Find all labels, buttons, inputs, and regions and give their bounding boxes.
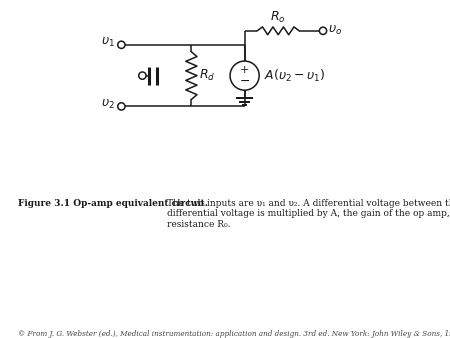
Text: $\upsilon_1$: $\upsilon_1$ <box>101 36 115 49</box>
Text: Figure 3.1 Op-amp equivalent circuit.: Figure 3.1 Op-amp equivalent circuit. <box>18 199 208 208</box>
Text: $R_o$: $R_o$ <box>270 9 286 25</box>
Text: $\upsilon_o$: $\upsilon_o$ <box>328 24 342 38</box>
Text: $A(\upsilon_2 - \upsilon_1)$: $A(\upsilon_2 - \upsilon_1)$ <box>264 68 326 84</box>
Text: © From J. G. Webster (ed.), Medical instrumentation: application and design. 3rd: © From J. G. Webster (ed.), Medical inst… <box>18 330 450 338</box>
Text: $\upsilon_2$: $\upsilon_2$ <box>101 98 115 111</box>
Text: +: + <box>240 65 249 75</box>
Text: The two inputs are υ₁ and υ₂. A differential voltage between them causes current: The two inputs are υ₁ and υ₂. A differen… <box>167 199 450 229</box>
Text: $R_d$: $R_d$ <box>199 68 216 83</box>
Text: −: − <box>239 75 250 88</box>
